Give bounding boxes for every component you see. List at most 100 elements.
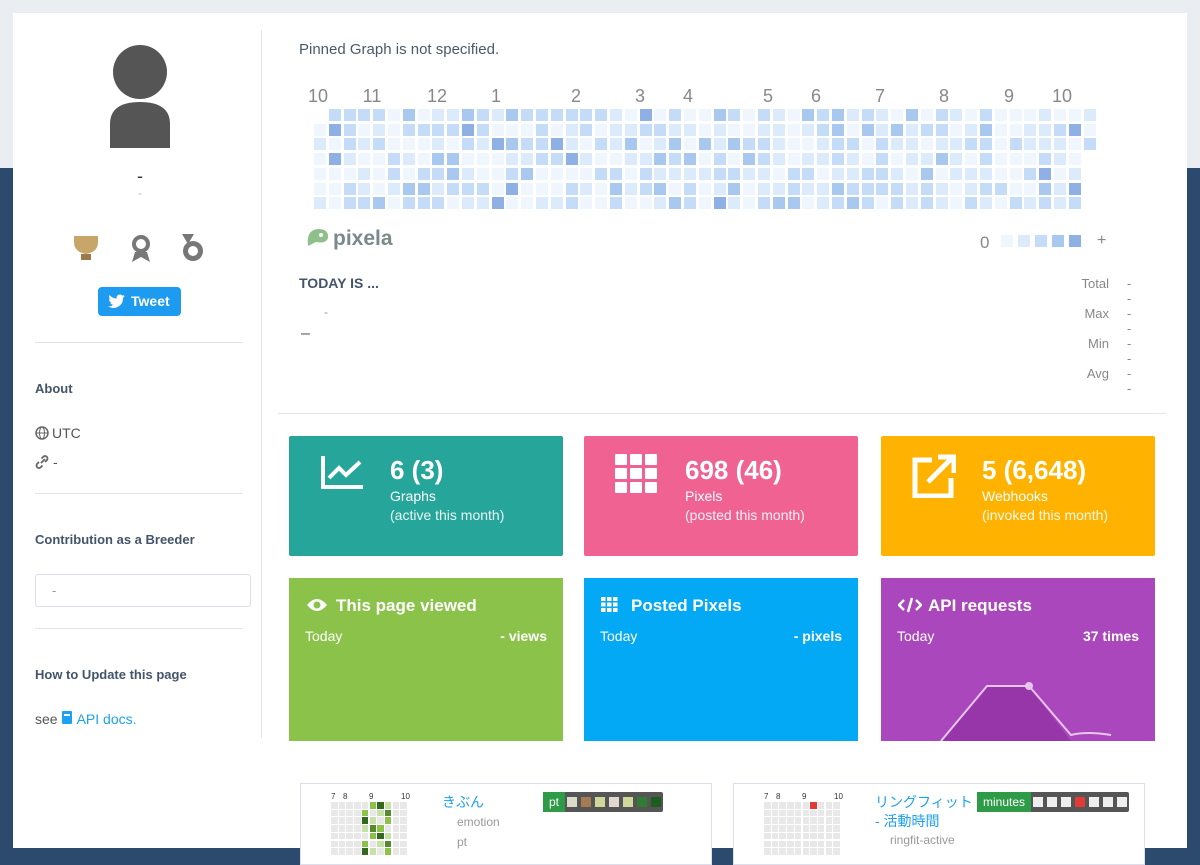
mini-cell [338,802,346,809]
card-value: 698 (46) [685,455,782,485]
mini-cell [817,802,825,809]
heatmap-cell [550,167,563,180]
mini-month: 7 [331,792,336,801]
mini-cell [377,848,384,855]
unit-swatch [1075,797,1086,807]
mini-cell [764,840,771,847]
mini-cell [392,848,400,855]
heatmap-cell [743,167,756,180]
heatmap-cell [802,197,815,210]
mini-cell [779,809,786,817]
mini-cell [377,840,384,847]
update-heading: How to Update this page [35,667,187,682]
heatmap-cell [669,197,682,210]
heatmap-cell [521,138,534,151]
heatmap-cell [447,123,460,136]
heatmap-cell [491,138,504,151]
month-label: 11 [362,86,382,106]
unit-swatch [1103,797,1114,807]
heatmap-cell [654,182,667,195]
heatmap-cell [817,197,830,210]
heatmap-cell [432,197,445,210]
heatmap-cell [417,167,430,180]
heatmap-cell [669,182,682,195]
api-docs-link[interactable]: API docs. [76,711,137,727]
mini-cell [392,825,400,832]
heatmap-cell [373,109,386,121]
mini-cell [802,802,809,809]
heatmap-cell [965,182,978,195]
heatmap-cell [1039,109,1052,121]
heatmap-cell [891,182,904,195]
heatmap-cell [906,138,918,151]
heatmap-cell [373,197,386,210]
heatmap-cell [624,167,637,180]
mini-cell [392,817,400,824]
heatmap-cell [639,167,652,180]
mini-cell [346,840,353,847]
heatmap-cell [950,182,963,195]
heatmap-cell [802,109,815,121]
heatmap-cell [994,167,1007,180]
sidebar-border [261,30,262,738]
heatmap-cell [1068,153,1081,166]
heatmap-cell [358,182,371,195]
mini-cell [802,848,809,855]
heatmap-cell [758,197,770,210]
heatmap-cell [476,153,489,166]
heatmap-cell [476,109,489,121]
month-label: 10 [307,86,329,106]
mini-cell [787,840,794,847]
heatmap-cell [994,153,1007,166]
heatmap-cell [758,153,770,166]
heatmap-cell [536,167,548,180]
heatmap-cell [580,167,593,180]
heatmap-cell [698,197,711,210]
heatmap-cell [876,153,889,166]
mini-cell [833,809,840,817]
card-sub: (posted this month) [685,507,805,523]
heatmap-cell [432,182,445,195]
tweet-button[interactable]: Tweet [98,287,181,316]
heatmap-cell [965,109,978,121]
heatmap-cell [328,123,341,136]
mini-cell [810,848,817,855]
heatmap-cell [1009,153,1022,166]
mini-cell [338,840,346,847]
heatmap-cell [698,109,711,121]
heatmap-cell [935,197,948,210]
mini-cell [825,832,833,840]
mini-cell [369,825,376,832]
panel-icon [601,597,619,618]
mini-cell [361,848,369,855]
heatmap-cell [876,182,889,195]
icon-graphic [615,454,657,493]
heatmap-cell [432,109,445,121]
stat-label: Min [1088,336,1109,351]
heatmap-cell [684,167,696,180]
mini-cell [369,802,376,809]
mini-cell [400,825,407,832]
mini-cell [384,840,392,847]
heatmap-cell [891,197,904,210]
heatmap-cell [728,109,741,121]
heatmap-cell [417,109,430,121]
heatmap-cell [1024,182,1037,195]
heatmap-cell [1083,138,1096,151]
icon-graphic [601,597,618,612]
graph-card: 7 8 9 10 リングフィット - 活動時間 ringfit-active minutes [733,783,1145,865]
globe-icon [35,426,49,440]
heatmap-cell [802,167,815,180]
heatmap-cell [565,167,578,180]
heatmap-cell [713,138,726,151]
heatmap-cell [772,182,785,195]
heatmap-cell [506,197,519,210]
heatmap-cell [417,153,430,166]
stat-label: Total [1081,276,1109,291]
mini-cell [377,809,384,817]
mini-cell [825,840,833,847]
panel-value: 37 times [1082,628,1139,644]
unit-swatch [1033,797,1044,807]
heatmap-cell [1068,167,1081,180]
mini-cell [354,840,361,847]
